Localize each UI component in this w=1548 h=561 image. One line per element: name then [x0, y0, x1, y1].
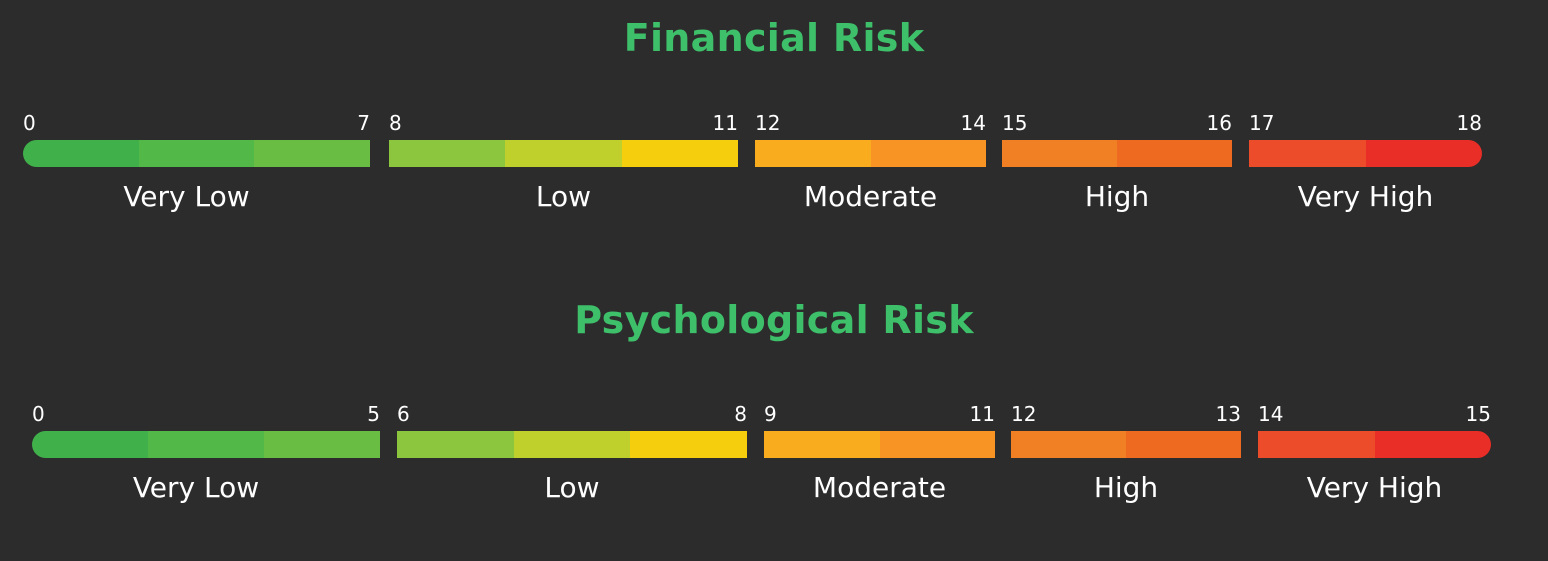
- segment-label: Very High: [1306, 471, 1443, 504]
- color-band: [1374, 431, 1491, 458]
- segment-label: High: [1084, 180, 1150, 213]
- segment-min-value: 8: [389, 111, 402, 135]
- segment-label: Low: [544, 471, 600, 504]
- segment-very-low: 0 5 Very Low: [32, 404, 380, 524]
- color-band: [264, 431, 380, 458]
- segment-label: Very Low: [123, 180, 250, 213]
- segment-bar: [397, 431, 747, 458]
- segment-label: Very Low: [132, 471, 260, 504]
- psychological-risk-scale: 0 5 Very Low 6 8 Low 9 11 Moderate 12 13…: [0, 404, 1548, 524]
- color-band: [513, 431, 631, 458]
- segment-min-value: 15: [1002, 111, 1028, 135]
- segment-min-value: 17: [1249, 111, 1275, 135]
- color-band: [389, 140, 506, 167]
- segment-bar: [1258, 431, 1491, 458]
- segment-moderate: 12 14 Moderate: [755, 113, 986, 233]
- segment-max-value: 11: [712, 111, 738, 135]
- color-band: [1117, 140, 1232, 167]
- color-band: [254, 140, 370, 167]
- financial-risk-scale: 0 7 Very Low 8 11 Low 12 14 Moderate 15 …: [0, 113, 1548, 233]
- segment-bar: [1002, 140, 1232, 167]
- psychological-risk-title: Psychological Risk: [574, 298, 974, 342]
- segment-low: 8 11 Low: [389, 113, 738, 233]
- color-band: [630, 431, 747, 458]
- segment-bar: [1011, 431, 1241, 458]
- color-band: [1002, 140, 1117, 167]
- color-band: [1365, 140, 1482, 167]
- color-band: [32, 431, 148, 458]
- segment-label: High: [1093, 471, 1159, 504]
- financial-risk-title: Financial Risk: [623, 16, 925, 60]
- segment-low: 6 8 Low: [397, 404, 747, 524]
- segment-min-value: 9: [764, 402, 777, 426]
- color-band: [755, 140, 871, 167]
- segment-min-value: 6: [397, 402, 410, 426]
- segment-bar: [764, 431, 995, 458]
- segment-max-value: 13: [1215, 402, 1241, 426]
- segment-label: Moderate: [803, 180, 938, 213]
- segment-min-value: 12: [755, 111, 781, 135]
- color-band: [148, 431, 264, 458]
- segment-very-low: 0 7 Very Low: [23, 113, 370, 233]
- segment-min-value: 12: [1011, 402, 1037, 426]
- color-band: [870, 140, 986, 167]
- segment-max-value: 18: [1456, 111, 1482, 135]
- segment-label: Moderate: [812, 471, 947, 504]
- color-band: [23, 140, 139, 167]
- segment-max-value: 11: [969, 402, 995, 426]
- color-band: [397, 431, 514, 458]
- segment-bar: [1249, 140, 1482, 167]
- segment-min-value: 0: [23, 111, 36, 135]
- segment-high: 12 13 High: [1011, 404, 1241, 524]
- color-band: [505, 140, 622, 167]
- segment-bar: [32, 431, 380, 458]
- color-band: [1126, 431, 1241, 458]
- color-band: [1249, 140, 1366, 167]
- segment-max-value: 16: [1206, 111, 1232, 135]
- color-band: [621, 140, 738, 167]
- segment-bar: [23, 140, 370, 167]
- segment-very-high: 17 18 Very High: [1249, 113, 1482, 233]
- segment-moderate: 9 11 Moderate: [764, 404, 995, 524]
- segment-min-value: 0: [32, 402, 45, 426]
- color-band: [1011, 431, 1126, 458]
- color-band: [138, 140, 255, 167]
- segment-max-value: 8: [734, 402, 747, 426]
- segment-very-high: 14 15 Very High: [1258, 404, 1491, 524]
- color-band: [879, 431, 995, 458]
- color-band: [1258, 431, 1375, 458]
- segment-min-value: 14: [1258, 402, 1284, 426]
- color-band: [764, 431, 880, 458]
- segment-bar: [389, 140, 738, 167]
- segment-bar: [755, 140, 986, 167]
- segment-max-value: 5: [367, 402, 380, 426]
- segment-label: Very High: [1297, 180, 1434, 213]
- segment-max-value: 14: [960, 111, 986, 135]
- segment-label: Low: [535, 180, 592, 213]
- segment-max-value: 15: [1465, 402, 1491, 426]
- segment-max-value: 7: [357, 111, 370, 135]
- segment-high: 15 16 High: [1002, 113, 1232, 233]
